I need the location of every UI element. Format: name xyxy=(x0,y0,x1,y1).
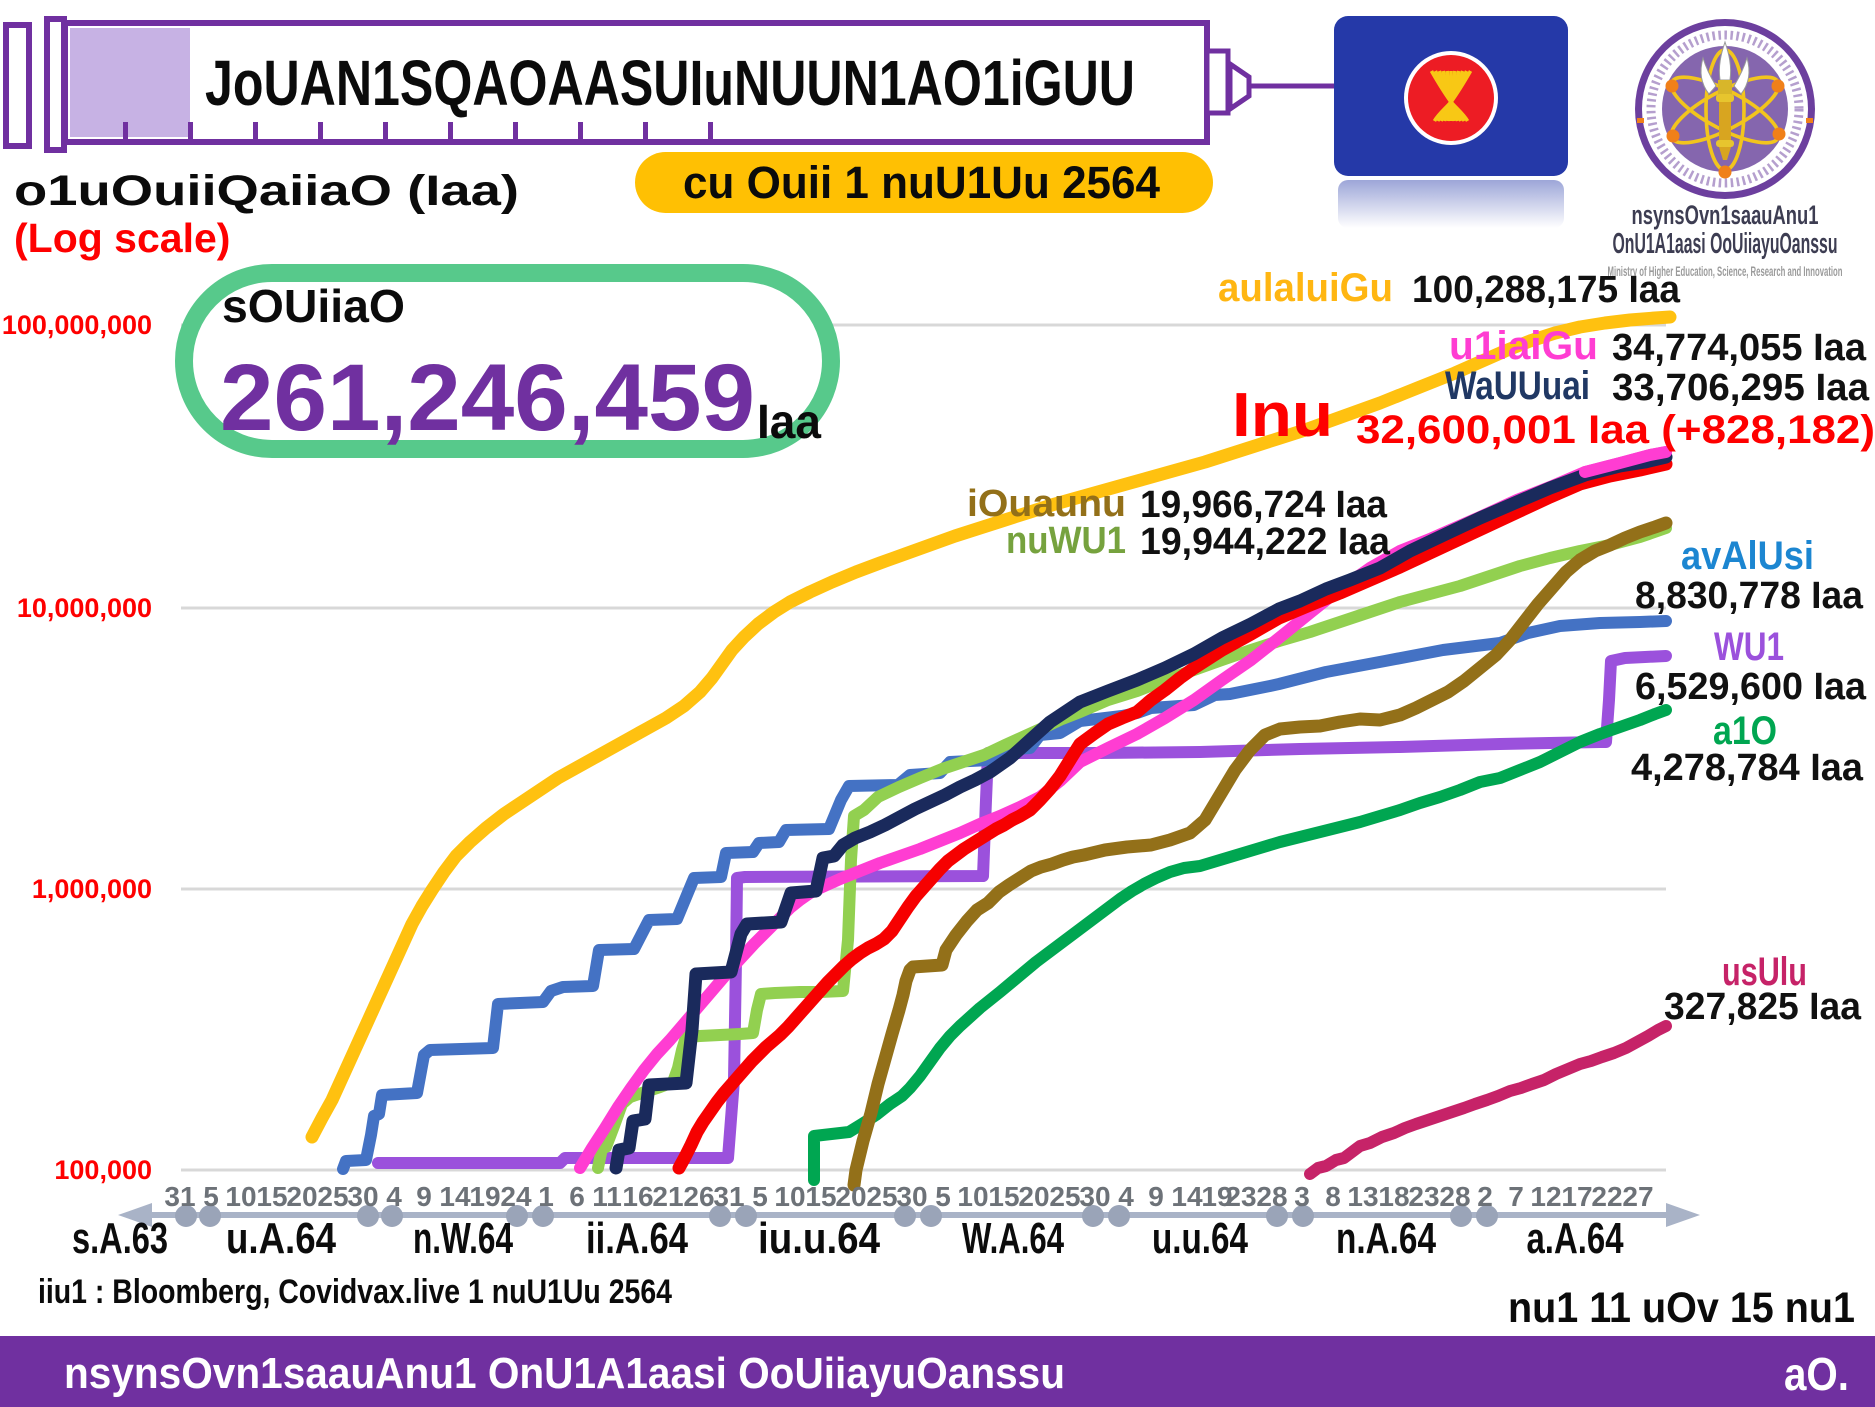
svg-text:14: 14 xyxy=(1171,1181,1203,1212)
svg-text:20: 20 xyxy=(286,1181,317,1212)
svg-text:25: 25 xyxy=(317,1181,348,1212)
svg-text:6: 6 xyxy=(569,1181,585,1212)
svg-text:19: 19 xyxy=(1201,1181,1232,1212)
svg-text:iiu1 : Bloomberg, Covidvax.liv: iiu1 : Bloomberg, Covidvax.live 1 nuU1Uu… xyxy=(38,1273,672,1311)
svg-text:25: 25 xyxy=(1049,1181,1080,1212)
svg-text:n.W.64: n.W.64 xyxy=(413,1214,513,1263)
svg-text:19,944,222 Iaa: 19,944,222 Iaa xyxy=(1140,521,1391,563)
svg-text:3: 3 xyxy=(1294,1181,1310,1212)
svg-text:nuWU1: nuWU1 xyxy=(1006,520,1126,562)
svg-text:JoUAN1SQAOAASUIuNUUN1AO1iGUU: JoUAN1SQAOAASUIuNUUN1AO1iGUU xyxy=(205,47,1135,119)
svg-text:20: 20 xyxy=(1018,1181,1049,1212)
svg-text:9: 9 xyxy=(416,1181,432,1212)
svg-text:18: 18 xyxy=(1378,1181,1409,1212)
svg-text:15: 15 xyxy=(256,1181,287,1212)
svg-text:28: 28 xyxy=(1439,1181,1470,1212)
svg-text:5: 5 xyxy=(935,1181,951,1212)
svg-text:11: 11 xyxy=(592,1181,622,1212)
svg-text:30: 30 xyxy=(1079,1181,1110,1212)
svg-text:usUlu: usUlu xyxy=(1722,950,1807,994)
svg-text:8,830,778 Iaa: 8,830,778 Iaa xyxy=(1635,575,1864,617)
svg-text:34,774,055 Iaa: 34,774,055 Iaa xyxy=(1612,327,1867,369)
svg-text:10: 10 xyxy=(774,1181,805,1212)
svg-text:100,000,000: 100,000,000 xyxy=(2,310,152,340)
svg-text:100,000: 100,000 xyxy=(54,1155,152,1185)
svg-text:nsynsOvn1saauAnu1 OnU1A1aasi O: nsynsOvn1saauAnu1 OnU1A1aasi OoUiiayuOan… xyxy=(64,1349,1065,1398)
svg-text:o1uOuiiQaiiaO (Iaa): o1uOuiiQaiiaO (Iaa) xyxy=(14,167,519,215)
svg-text:a1O: a1O xyxy=(1713,709,1777,753)
svg-text:10: 10 xyxy=(957,1181,988,1212)
svg-text:4,278,784 Iaa: 4,278,784 Iaa xyxy=(1631,747,1864,789)
svg-text:16: 16 xyxy=(622,1181,653,1212)
svg-text:7: 7 xyxy=(1508,1181,1524,1212)
svg-text:5: 5 xyxy=(752,1181,768,1212)
svg-text:Inu: Inu xyxy=(1232,381,1333,450)
svg-text:20: 20 xyxy=(835,1181,866,1212)
svg-text:u1iaiGu: u1iaiGu xyxy=(1449,324,1598,368)
svg-text:s.A.63: s.A.63 xyxy=(72,1214,168,1263)
svg-text:Iaa: Iaa xyxy=(757,396,821,449)
svg-text:Ministry of Higher Education,: Ministry of Higher Education, Science, R… xyxy=(1608,264,1843,279)
svg-text:sOUiiaO: sOUiiaO xyxy=(222,280,405,332)
svg-text:n.A.64: n.A.64 xyxy=(1336,1214,1436,1263)
svg-text:21: 21 xyxy=(652,1181,683,1212)
svg-text:u.A.64: u.A.64 xyxy=(226,1214,336,1263)
svg-text:23: 23 xyxy=(1408,1181,1439,1212)
svg-text:19: 19 xyxy=(469,1181,500,1212)
svg-text:27: 27 xyxy=(1622,1181,1653,1212)
svg-text:23: 23 xyxy=(1225,1181,1256,1212)
svg-text:19,966,724 Iaa: 19,966,724 Iaa xyxy=(1140,484,1388,526)
svg-text:1: 1 xyxy=(538,1181,554,1212)
svg-text:(Log scale): (Log scale) xyxy=(14,215,230,261)
svg-text:30: 30 xyxy=(347,1181,378,1212)
svg-text:aulaluiGu: aulaluiGu xyxy=(1218,266,1393,310)
svg-text:iu.u.64: iu.u.64 xyxy=(758,1214,880,1263)
svg-text:5: 5 xyxy=(203,1181,219,1212)
svg-text:14: 14 xyxy=(439,1181,471,1212)
svg-text:u.u.64: u.u.64 xyxy=(1152,1214,1248,1263)
svg-text:W.A.64: W.A.64 xyxy=(962,1214,1064,1263)
svg-text:261,246,459: 261,246,459 xyxy=(220,345,755,451)
svg-text:13: 13 xyxy=(1347,1181,1378,1212)
svg-text:nu1 11 uOv 15 nu1: nu1 11 uOv 15 nu1 xyxy=(1508,1284,1855,1332)
svg-text:iOuaunu: iOuaunu xyxy=(967,483,1126,525)
svg-text:9: 9 xyxy=(1148,1181,1164,1212)
svg-text:a.A.64: a.A.64 xyxy=(1527,1214,1624,1263)
svg-text:31: 31 xyxy=(164,1181,195,1212)
svg-text:avAlUsi: avAlUsi xyxy=(1681,534,1814,578)
svg-text:22: 22 xyxy=(1591,1181,1622,1212)
svg-text:327,825 Iaa: 327,825 Iaa xyxy=(1664,986,1862,1028)
svg-text:28: 28 xyxy=(1256,1181,1287,1212)
svg-text:WaUUuai: WaUUuai xyxy=(1445,364,1590,408)
svg-text:WU1: WU1 xyxy=(1714,625,1784,669)
svg-text:2: 2 xyxy=(1477,1181,1493,1212)
svg-text:6,529,600 Iaa: 6,529,600 Iaa xyxy=(1635,666,1867,708)
svg-text:8: 8 xyxy=(1325,1181,1341,1212)
svg-text:30: 30 xyxy=(896,1181,927,1212)
svg-text:cu Ouii 1 nuU1Uu 2564: cu Ouii 1 nuU1Uu 2564 xyxy=(683,157,1160,208)
svg-text:33,706,295 Iaa: 33,706,295 Iaa xyxy=(1612,367,1870,409)
svg-text:ii.A.64: ii.A.64 xyxy=(586,1214,688,1263)
svg-text:10,000,000: 10,000,000 xyxy=(17,593,152,623)
svg-text:4: 4 xyxy=(386,1181,402,1212)
svg-text:24: 24 xyxy=(500,1181,532,1212)
svg-text:4: 4 xyxy=(1118,1181,1134,1212)
svg-text:15: 15 xyxy=(805,1181,836,1212)
svg-text:26: 26 xyxy=(683,1181,714,1212)
svg-text:32,600,001 Iaa (+828,182): 32,600,001 Iaa (+828,182) xyxy=(1356,408,1875,452)
svg-text:OnU1A1aasi OoUiiayuOanssu: OnU1A1aasi OoUiiayuOanssu xyxy=(1613,228,1838,260)
svg-text:1,000,000: 1,000,000 xyxy=(32,874,152,904)
svg-text:aO.: aO. xyxy=(1784,1348,1849,1400)
svg-text:17: 17 xyxy=(1561,1181,1592,1212)
svg-text:10: 10 xyxy=(225,1181,256,1212)
svg-text:15: 15 xyxy=(988,1181,1019,1212)
svg-text:100,288,175 Iaa: 100,288,175 Iaa xyxy=(1412,269,1681,311)
svg-text:12: 12 xyxy=(1530,1181,1561,1212)
svg-text:nsynsOvn1saauAnu1: nsynsOvn1saauAnu1 xyxy=(1632,200,1819,230)
svg-text:25: 25 xyxy=(866,1181,897,1212)
svg-text:31: 31 xyxy=(713,1181,744,1212)
